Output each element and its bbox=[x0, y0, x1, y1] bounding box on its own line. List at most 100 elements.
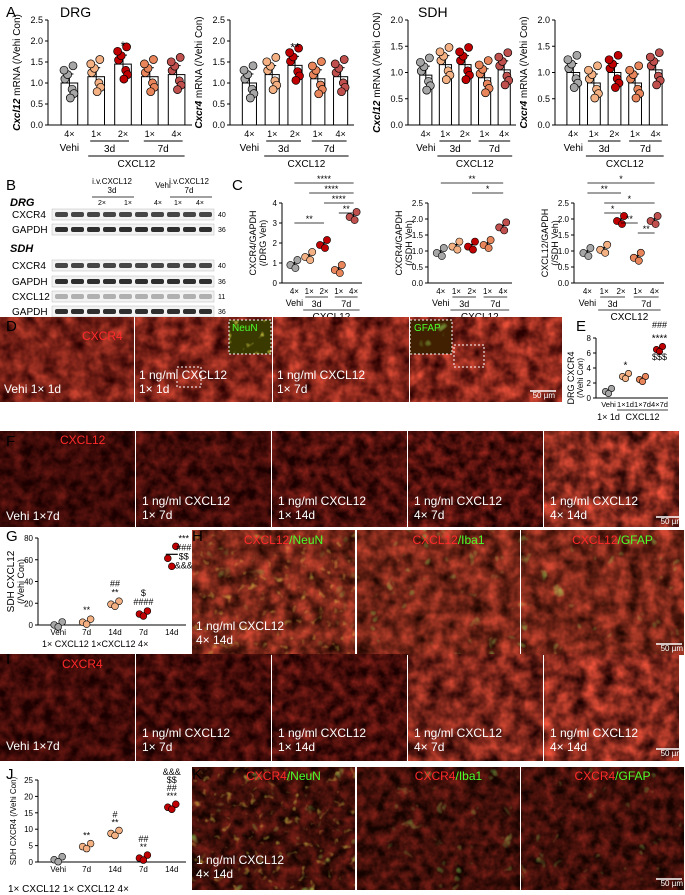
marker-name: CXCL12 bbox=[572, 533, 618, 547]
data-point bbox=[651, 220, 660, 228]
micrograph-texture bbox=[408, 654, 543, 761]
x-group-label: 7d bbox=[158, 144, 169, 155]
inset-label: NeuN bbox=[232, 323, 258, 334]
data-point bbox=[503, 48, 513, 58]
micrograph-i1 bbox=[0, 654, 135, 761]
region-label-drg: DRG bbox=[60, 4, 91, 20]
panel-letter: H bbox=[192, 528, 203, 545]
data-point bbox=[149, 55, 158, 64]
blot-lane-label: 1× bbox=[174, 200, 182, 207]
y-tick-label: 20 bbox=[24, 792, 33, 801]
panel-letter: E bbox=[576, 318, 586, 335]
y-axis-label: CXCL12/GAPDH bbox=[540, 209, 550, 278]
blot-band bbox=[103, 309, 116, 314]
y-axis-label: CXCR4/GAPDH bbox=[394, 210, 404, 275]
marker-name: CXCR4 bbox=[574, 769, 615, 783]
micrograph-texture bbox=[0, 317, 134, 402]
x-group-label: 3d bbox=[450, 144, 461, 155]
y-axis-label-2: (/SDH Veh) bbox=[404, 220, 414, 266]
y-tick-label: 2.5 bbox=[30, 15, 43, 25]
micrograph-i3 bbox=[272, 654, 407, 761]
micrograph-caption: 1 ng/ml CXCL12 bbox=[550, 726, 638, 740]
blot-header-3d: i.v.CXCL12 bbox=[92, 177, 132, 186]
x-dose-label: 1× bbox=[600, 287, 609, 296]
blot-strip bbox=[51, 290, 215, 303]
data-point bbox=[586, 244, 595, 252]
blot-band bbox=[183, 309, 196, 314]
micrograph-f5 bbox=[544, 431, 679, 527]
data-point bbox=[350, 216, 359, 224]
inset-label: GFAP bbox=[414, 323, 441, 334]
data-point bbox=[645, 52, 655, 62]
data-point bbox=[239, 65, 249, 75]
marker-label: CXCL12/GFAP bbox=[572, 533, 653, 547]
marker-counterstain: /GFAP bbox=[615, 769, 650, 783]
x-dose-label: 4× bbox=[64, 129, 74, 139]
x-group-label: 3d bbox=[312, 299, 322, 309]
blot-band bbox=[55, 263, 68, 268]
data-point bbox=[95, 55, 105, 64]
blot-strip bbox=[51, 275, 215, 288]
x-dose-label: 4× bbox=[583, 287, 592, 296]
data-point bbox=[248, 61, 258, 71]
significance-mark: * bbox=[611, 204, 615, 214]
blot-band bbox=[199, 309, 212, 314]
y-label-gene: Cxcl12 bbox=[12, 98, 23, 131]
data-point bbox=[262, 57, 272, 67]
data-point bbox=[425, 53, 434, 63]
micrograph-texture bbox=[0, 431, 135, 527]
y-tick-label: 0.5 bbox=[412, 263, 424, 272]
data-point bbox=[604, 389, 612, 397]
x-group-label: 7d bbox=[641, 299, 651, 309]
data-point bbox=[636, 248, 645, 257]
blot-band bbox=[135, 212, 148, 217]
blot-lane-label: 4× bbox=[196, 200, 204, 207]
x-treatment-label: CXCL12 bbox=[625, 412, 659, 422]
blot-band bbox=[167, 212, 180, 217]
blot-kda-label: 40 bbox=[218, 263, 226, 270]
data-point bbox=[584, 65, 593, 75]
y-tick-label: 80 bbox=[24, 534, 33, 543]
micrograph-texture bbox=[544, 654, 679, 761]
micrograph-green bbox=[357, 530, 520, 655]
data-point bbox=[111, 602, 119, 610]
data-point bbox=[175, 53, 185, 62]
y-axis-label-2: (/Vehi Con) bbox=[16, 559, 26, 604]
x-bottom-label: 1× 1d bbox=[597, 412, 620, 422]
x-dose-label: 4× bbox=[421, 129, 431, 139]
significance-mark: *** bbox=[167, 791, 178, 801]
y-axis-label: SDH CXCR4 (/Vehi Con) bbox=[9, 776, 18, 865]
inset-source-box bbox=[453, 344, 485, 368]
chart-a3: 0.0 0.5 1.0 1.5 2.0 Cxcl12 mRNA (/Vehi CON) 4×… bbox=[372, 12, 516, 170]
blot-protein-label: GAPDH bbox=[12, 307, 48, 318]
x-dose-label: 4× bbox=[650, 287, 659, 296]
micrograph-h1 bbox=[192, 530, 355, 655]
significance-mark: **** bbox=[652, 334, 668, 345]
x-dose-label: 1× bbox=[452, 287, 461, 296]
data-point bbox=[634, 61, 644, 71]
data-point bbox=[115, 826, 123, 835]
data-point bbox=[58, 618, 66, 626]
x-vehi-label: Vehi bbox=[240, 143, 259, 154]
x-dose-label: 4× bbox=[568, 129, 578, 139]
blot-band bbox=[151, 294, 164, 299]
micrograph-texture bbox=[273, 317, 409, 402]
blot-band bbox=[151, 309, 164, 314]
x-treatment-label: CXCL12 bbox=[610, 312, 648, 323]
x-tick-label: 14d bbox=[108, 865, 121, 874]
blot-band bbox=[87, 263, 100, 268]
blot-protein-label: CXCR4 bbox=[12, 261, 46, 272]
significance-mark: *** bbox=[179, 533, 190, 543]
y-tick-label: 1.0 bbox=[412, 247, 424, 256]
marker-label: CXCR4/NeuN bbox=[246, 769, 321, 783]
x-tick-label: 14d bbox=[165, 628, 178, 637]
y-tick-label: 6 bbox=[587, 349, 592, 358]
y-label-gene: Cxcr4 bbox=[194, 100, 205, 128]
y-tick-label: 1.0 bbox=[30, 78, 43, 88]
blot-membrane bbox=[51, 275, 215, 288]
y-tick-label: 8 bbox=[587, 334, 592, 343]
x-dose-label: 1× bbox=[267, 129, 277, 139]
blot-band bbox=[71, 309, 84, 314]
data-point bbox=[611, 83, 620, 92]
